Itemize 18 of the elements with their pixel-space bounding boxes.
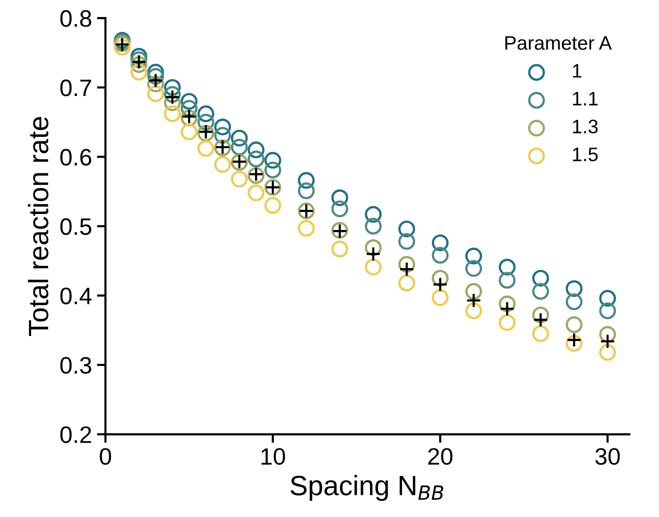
y-tick-label: 0.6 xyxy=(60,148,92,166)
y-tick-label: 0.7 xyxy=(60,80,92,96)
x-tick-label: 0 xyxy=(100,448,112,465)
legend-label: 1 xyxy=(573,64,582,78)
x-tick-label: 30 xyxy=(595,448,620,465)
y-tick-label: 0.8 xyxy=(60,10,92,27)
y-tick-label: 0.4 xyxy=(60,288,92,304)
legend-label: 1.5 xyxy=(573,148,598,162)
legend-title: Parameter A xyxy=(505,36,612,50)
y-axis-title: Total reaction rate xyxy=(28,117,48,336)
y-tick-label: 0.2 xyxy=(60,426,92,444)
x-axis-title: Spacing N$_{BB}$ xyxy=(290,475,444,501)
y-tick-label: 0.3 xyxy=(60,356,92,374)
x-tick-label: 20 xyxy=(428,448,452,465)
legend-label: 1.1 xyxy=(573,92,598,106)
x-tick-label: 10 xyxy=(261,448,286,465)
legend-label: 1.3 xyxy=(573,120,598,134)
y-tick-label: 0.5 xyxy=(60,218,92,235)
